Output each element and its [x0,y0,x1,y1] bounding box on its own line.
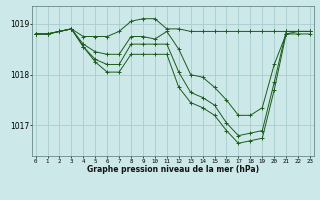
X-axis label: Graphe pression niveau de la mer (hPa): Graphe pression niveau de la mer (hPa) [87,165,259,174]
